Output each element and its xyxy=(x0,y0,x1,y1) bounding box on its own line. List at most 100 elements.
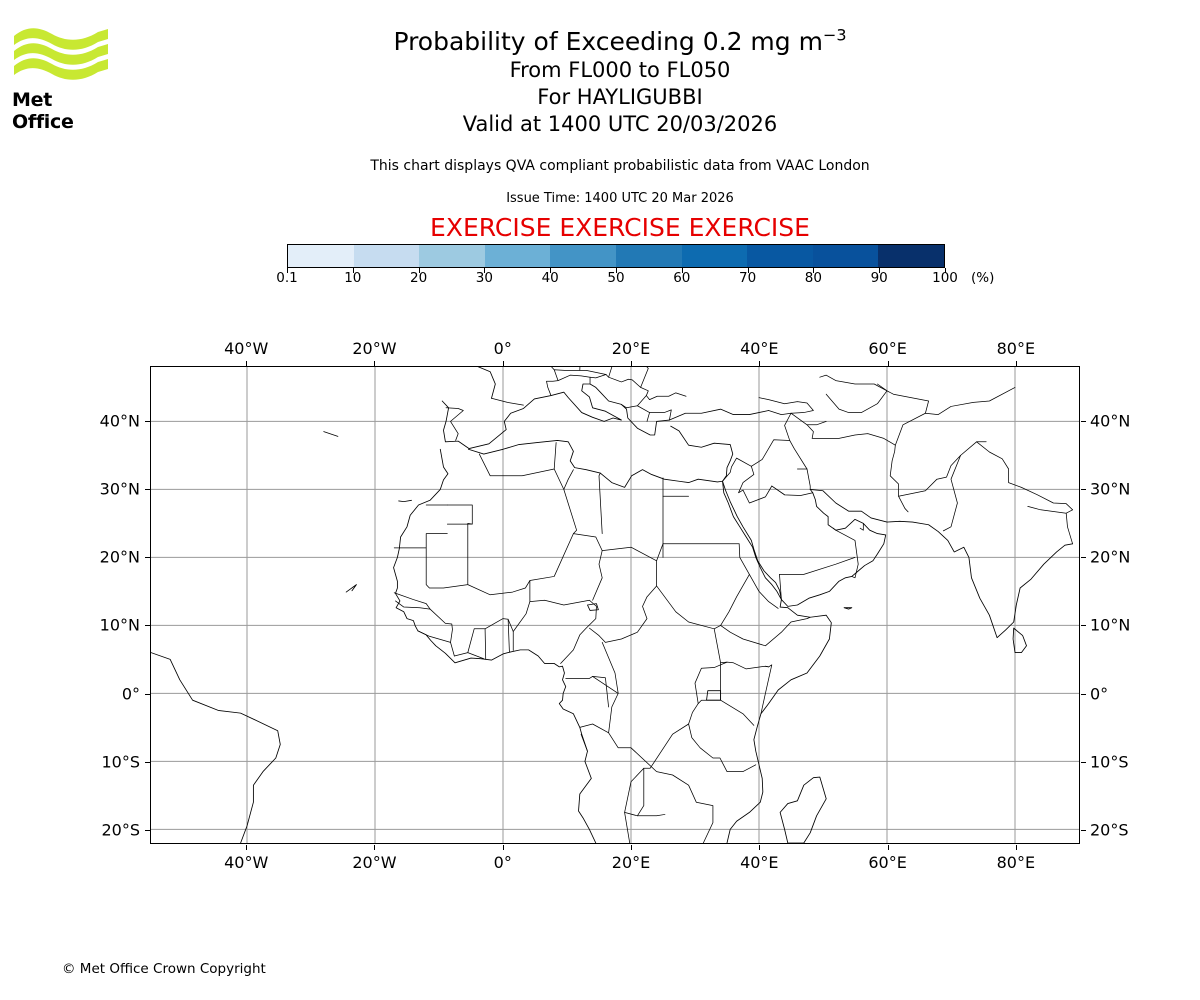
colorbar-label-80: 80 xyxy=(804,270,822,286)
country-border-35 xyxy=(602,642,618,732)
colorbar-tick-labels: 0.1 10 20 30 40 50 60 70 80 90 100 xyxy=(0,270,1200,288)
exercise-banner: EXERCISE EXERCISE EXERCISE xyxy=(430,213,810,242)
colorbar-segment-7 xyxy=(747,245,813,267)
lon-label-top-0°: 0° xyxy=(493,339,512,358)
valid-time: Valid at 1400 UTC 20/03/2026 xyxy=(462,112,778,136)
volcano-name: For HAYLIGUBBI xyxy=(537,85,703,109)
colorbar-label-20: 20 xyxy=(410,270,428,286)
lon-tick-bottom-0° xyxy=(502,845,504,850)
country-border-29 xyxy=(695,662,727,703)
lat-label-left-20°N: 20°N xyxy=(99,547,140,567)
chart-title-block: Probability of Exceeding 0.2 mg m−3 From… xyxy=(150,26,1090,138)
lat-label-right-20°N: 20°N xyxy=(1090,547,1131,567)
lat-tick-left-0° xyxy=(145,693,150,695)
lon-label-bottom-0°: 0° xyxy=(493,853,512,872)
lat-tick-left-20°S xyxy=(145,830,150,832)
lat-label-right-20°S: 20°S xyxy=(1090,820,1129,840)
country-border-60 xyxy=(627,396,647,408)
country-border-40 xyxy=(790,440,810,489)
colorbar-segment-1 xyxy=(353,245,420,267)
lon-tick-top-80°E xyxy=(1015,361,1017,366)
country-border-48 xyxy=(899,442,1073,510)
lat-tick-left-20°N xyxy=(145,557,150,559)
country-border-37 xyxy=(593,676,609,707)
lon-tick-top-20°E xyxy=(631,361,633,366)
country-border-32 xyxy=(580,724,713,843)
lat-label-left-30°N: 30°N xyxy=(99,479,140,499)
colorbar-label-30: 30 xyxy=(475,270,493,286)
country-border-14 xyxy=(589,547,656,642)
country-border-50 xyxy=(943,455,960,530)
lon-label-bottom-40°E: 40°E xyxy=(740,853,779,872)
lat-tick-right-30°N xyxy=(1081,488,1086,490)
country-border-10 xyxy=(485,619,509,652)
lon-tick-bottom-20°W xyxy=(374,845,376,850)
lat-tick-left-30°N xyxy=(145,488,150,490)
coastline-13 xyxy=(1013,628,1026,652)
country-border-25 xyxy=(749,574,778,608)
country-border-28 xyxy=(721,700,754,725)
lat-tick-right-0° xyxy=(1081,693,1086,695)
page-title-exponent: −3 xyxy=(822,25,847,45)
country-border-46 xyxy=(779,574,781,599)
country-border-59 xyxy=(609,367,645,377)
lon-tick-bottom-40°W xyxy=(246,845,248,850)
coastline-5 xyxy=(669,409,768,420)
coastline-16 xyxy=(324,432,338,437)
colorbar-segment-8 xyxy=(812,245,879,267)
country-border-72 xyxy=(826,384,887,413)
country-border-2 xyxy=(394,534,447,548)
country-border-45 xyxy=(779,557,855,574)
lon-label-top-80°E: 80°E xyxy=(996,339,1036,358)
country-border-7 xyxy=(418,631,451,643)
coastline-15 xyxy=(346,585,356,592)
met-office-wordmark: Met Office xyxy=(12,89,74,133)
country-border-9 xyxy=(468,629,486,660)
country-border-73 xyxy=(807,421,826,424)
coastline-12 xyxy=(780,777,826,843)
colorbar-label-10: 10 xyxy=(344,270,362,286)
country-border-31 xyxy=(637,768,643,816)
lat-label-right-30°N: 30°N xyxy=(1090,479,1131,499)
colorbar-label-90: 90 xyxy=(870,270,888,286)
lon-tick-top-0° xyxy=(502,361,504,366)
country-border-0 xyxy=(447,505,472,524)
colorbar-segment-0 xyxy=(288,245,354,267)
chart-description: This chart displays QVA compliant probab… xyxy=(370,158,870,174)
country-border-67 xyxy=(580,367,597,370)
colorbar-label-100: 100 xyxy=(932,270,958,286)
coastline-1 xyxy=(468,440,722,487)
coastline-3 xyxy=(723,481,886,606)
lat-tick-left-40°N xyxy=(145,420,150,422)
map-canvas xyxy=(151,367,1079,843)
country-border-18 xyxy=(479,454,554,476)
country-border-41 xyxy=(772,486,785,495)
coastline-19 xyxy=(844,608,852,609)
page-title-text: Probability of Exceeding 0.2 mg m xyxy=(393,27,823,56)
country-border-4 xyxy=(468,581,530,595)
issue-time: Issue Time: 1400 UTC 20 Mar 2026 xyxy=(506,191,734,206)
country-border-44 xyxy=(860,523,863,530)
lat-label-left-20°S: 20°S xyxy=(101,820,140,840)
country-border-30 xyxy=(625,724,689,816)
lat-label-right-40°N: 40°N xyxy=(1090,411,1131,431)
lon-tick-bottom-20°E xyxy=(631,845,633,850)
colorbar-gradient xyxy=(287,244,945,268)
lat-label-left-0°: 0° xyxy=(121,684,140,704)
copyright-footer: © Met Office Crown Copyright xyxy=(62,961,266,977)
country-border-52 xyxy=(1028,506,1066,513)
country-border-53 xyxy=(769,411,791,415)
country-border-24 xyxy=(721,617,811,646)
lat-tick-left-10°N xyxy=(145,625,150,627)
country-border-12 xyxy=(513,600,596,663)
map-panel[interactable] xyxy=(150,366,1080,844)
country-border-65 xyxy=(525,367,555,370)
lat-label-right-10°N: 10°N xyxy=(1090,615,1131,635)
country-border-36 xyxy=(566,676,618,693)
colorbar-label-50: 50 xyxy=(607,270,625,286)
lon-label-top-40°W: 40°W xyxy=(224,339,269,358)
lat-tick-left-10°S xyxy=(145,762,150,764)
country-border-38 xyxy=(723,413,791,481)
lon-label-top-20°E: 20°E xyxy=(611,339,651,358)
country-border-51 xyxy=(1066,510,1072,544)
